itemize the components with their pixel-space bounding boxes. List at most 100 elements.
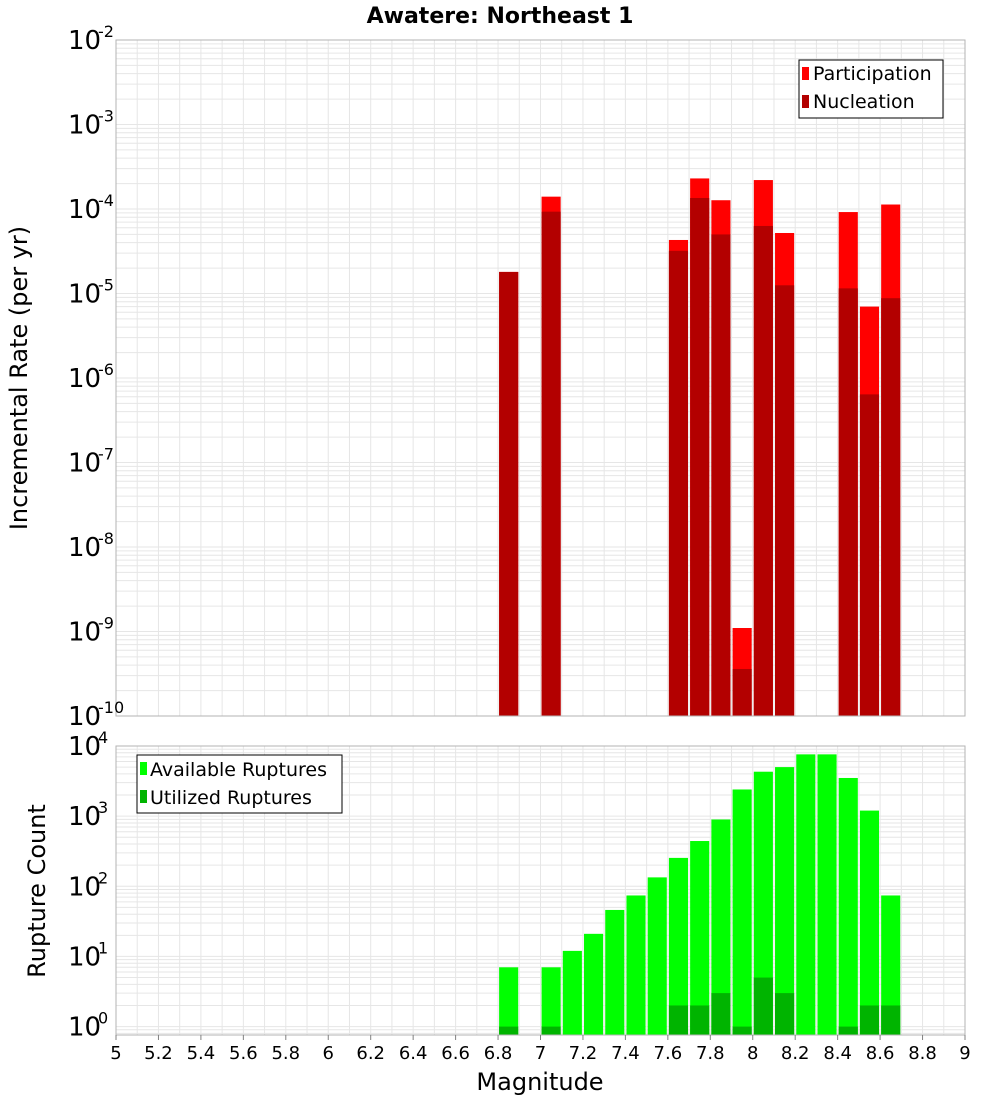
y-tick-label: 10 (68, 1013, 101, 1043)
y-tick-label: 10 (68, 802, 101, 832)
legend-utilized-swatch (140, 790, 147, 803)
utilized-ruptures-bar (732, 1026, 752, 1035)
x-tick-label: 8.2 (781, 1043, 810, 1064)
available-ruptures-bar (838, 777, 858, 1035)
y-tick-label: 10 (68, 26, 101, 56)
x-tick-label: 5.4 (187, 1043, 216, 1064)
utilized-ruptures-bar (881, 1005, 901, 1035)
nucleation-bar (753, 225, 773, 716)
y-tick-exponent: -8 (98, 529, 114, 548)
y-tick-label: 10 (68, 533, 101, 563)
y-tick-exponent: -5 (98, 276, 114, 295)
x-tick-label: 6.4 (399, 1043, 428, 1064)
y-tick-label: 10 (68, 111, 101, 141)
y-tick-label: 10 (68, 732, 101, 762)
available-ruptures-bar (541, 967, 561, 1035)
legend-utilized-label: Utilized Ruptures (150, 787, 312, 809)
x-tick-label: 8 (747, 1043, 758, 1064)
y-tick-label: 10 (68, 195, 101, 225)
nucleation-bar (859, 394, 880, 716)
y-tick-exponent: 3 (98, 798, 108, 817)
utilized-ruptures-bar (753, 977, 773, 1035)
available-ruptures-bar (732, 789, 752, 1035)
x-tick-label: 8.8 (908, 1043, 937, 1064)
top-plot-frame (115, 39, 966, 717)
top-bars (499, 178, 901, 717)
y-tick-exponent: -7 (98, 445, 114, 464)
bottom-legend: Available Ruptures Utilized Ruptures (136, 754, 343, 814)
legend-available-swatch (140, 762, 147, 775)
top-y-axis-label: Incremental Rate (per yr) (5, 226, 33, 530)
y-tick-exponent: 1 (98, 938, 108, 957)
y-tick-exponent: -6 (98, 360, 114, 379)
utilized-ruptures-bar (541, 1026, 561, 1035)
x-tick-label: 5.2 (144, 1043, 173, 1064)
utilized-ruptures-bar (499, 1026, 519, 1035)
x-tick-label: 5.6 (229, 1043, 258, 1064)
legend-participation-label: Participation (813, 63, 932, 85)
y-tick-label: 10 (68, 872, 101, 902)
nucleation-bar (499, 271, 519, 716)
y-tick-exponent: 2 (98, 868, 108, 887)
available-ruptures-bar (711, 819, 731, 1035)
available-ruptures-bar (562, 950, 582, 1035)
y-tick-label: 10 (68, 449, 101, 479)
available-ruptures-bar (626, 895, 646, 1035)
x-tick-label: 8.4 (823, 1043, 852, 1064)
x-tick-label: 9 (959, 1043, 970, 1064)
nucleation-bar (668, 250, 689, 716)
available-ruptures-bar (775, 767, 795, 1035)
x-tick-label: 7.6 (654, 1043, 683, 1064)
available-ruptures-bar (499, 967, 519, 1035)
nucleation-bar (775, 285, 795, 716)
x-tick-label: 5 (110, 1043, 121, 1064)
y-tick-exponent: -10 (98, 698, 124, 717)
bottom-y-axis-label: Rupture Count (23, 804, 51, 978)
utilized-ruptures-bar (775, 993, 795, 1035)
utilized-ruptures-bar (668, 1005, 689, 1035)
y-tick-exponent: -3 (98, 107, 114, 126)
y-tick-label: 10 (68, 280, 101, 310)
nucleation-bar (541, 211, 561, 716)
available-ruptures-bar (584, 933, 604, 1035)
x-tick-label: 7.2 (569, 1043, 598, 1064)
x-tick-label: 7 (535, 1043, 546, 1064)
bottom-legend-box (136, 754, 343, 814)
y-tick-exponent: -2 (98, 22, 114, 41)
x-axis-label: Magnitude (476, 1068, 603, 1096)
x-tick-label: 6.8 (484, 1043, 513, 1064)
bottom-bars (499, 754, 901, 1035)
top-legend: Participation Nucleation (798, 59, 944, 119)
available-ruptures-bar (817, 754, 837, 1035)
available-ruptures-bar (668, 857, 689, 1035)
nucleation-bar (690, 197, 710, 716)
y-tick-label: 10 (68, 364, 101, 394)
legend-participation-swatch (802, 67, 809, 80)
y-tick-exponent: -4 (98, 191, 114, 210)
y-tick-label: 10 (68, 618, 101, 648)
x-tick-label: 7.8 (696, 1043, 725, 1064)
available-ruptures-bar (796, 754, 816, 1035)
legend-available-label: Available Ruptures (150, 759, 327, 781)
y-tick-exponent: 4 (98, 728, 108, 747)
available-ruptures-bar (753, 771, 773, 1035)
nucleation-bar (732, 668, 752, 716)
nucleation-bar (711, 234, 731, 717)
x-tick-label: 6 (323, 1043, 334, 1064)
top-grid (115, 40, 966, 717)
x-tick-label: 7.4 (611, 1043, 640, 1064)
available-ruptures-bar (690, 841, 710, 1035)
utilized-ruptures-bar (711, 993, 731, 1035)
chart-title: Awatere: Northeast 1 (367, 4, 634, 29)
x-tick-label: 8.6 (866, 1043, 895, 1064)
x-tick-label: 6.2 (356, 1043, 385, 1064)
available-ruptures-bar (881, 895, 901, 1035)
available-ruptures-bar (859, 810, 880, 1035)
x-tick-label: 6.6 (441, 1043, 470, 1064)
